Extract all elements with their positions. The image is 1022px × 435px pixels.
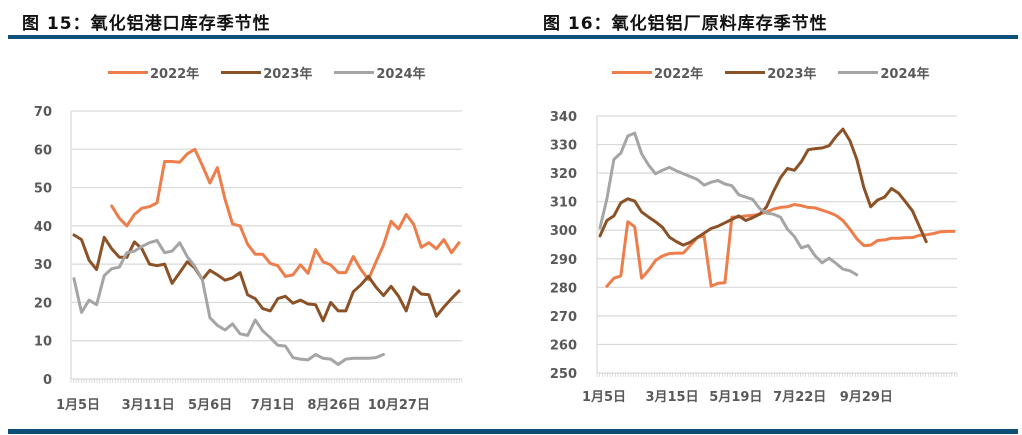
y-tick-label: 20 <box>34 296 52 311</box>
y-tick-label: 280 <box>550 281 577 296</box>
legend-swatch-2023 <box>221 71 262 74</box>
y-tick-label: 340 <box>550 110 577 125</box>
x-tick-label: 5月6日 <box>188 398 232 413</box>
y-tick-label: 290 <box>550 253 577 268</box>
figure-title: 图 15：氧化铝港口库存季节性 <box>22 14 271 34</box>
line-chart: 0 10 20 30 40 50 60 70 1月5日 3月11日 5月6日 7月1日 8月26日 10月… <box>34 105 463 413</box>
y-tick-label: 40 <box>34 220 52 235</box>
y-tick-label: 0 <box>43 373 52 388</box>
legend-label: 2024年 <box>376 67 426 82</box>
series-line-2024年 <box>72 238 385 366</box>
y-tick-label: 330 <box>550 139 577 154</box>
legend-swatch-2022 <box>612 71 652 74</box>
chart-legend: 2022年 2023年 2024年 <box>612 63 930 82</box>
legend-label: 2022年 <box>150 67 200 82</box>
x-tick-label: 7月22日 <box>773 390 826 405</box>
series-line-2023年 <box>598 127 928 247</box>
series-line-2022年 <box>110 147 461 281</box>
y-tick-label: 10 <box>34 335 52 350</box>
legend-label: 2023年 <box>767 67 817 82</box>
x-tick-label: 9月29日 <box>840 390 893 405</box>
y-tick-label: 260 <box>550 338 577 353</box>
line-chart: 250 260 270 280 290 300 310 320 330 340 1月5日 3月15日 5… <box>550 110 958 405</box>
x-tick-label: 8月26日 <box>307 398 360 413</box>
bottom-divider <box>8 429 511 434</box>
y-tick-label: 300 <box>550 224 577 239</box>
legend-item-2023: 2023年 <box>221 63 312 82</box>
chart-panel-port-inventory: 图 15：氧化铝港口库存季节性 0 10 20 30 40 50 60 70 1月5日 3月11日… <box>8 14 511 434</box>
bottom-divider <box>511 429 1018 434</box>
y-tick-label: 30 <box>34 258 52 273</box>
x-tick-label: 5月19日 <box>709 390 762 405</box>
series-line-2023年 <box>72 233 461 323</box>
y-tick-label: 270 <box>550 310 577 325</box>
figure-title: 图 16：氧化铝铝厂原料库存季节性 <box>543 14 828 34</box>
legend-swatch-2024 <box>838 71 879 74</box>
x-tick-label: 7月1日 <box>251 398 295 413</box>
chart-panel-plant-inventory: 图 16：氧化铝铝厂原料库存季节性 250 260 270 280 290 300 310 3… <box>511 0 1022 435</box>
chart-legend: 2022年 2023年 2024年 <box>108 63 426 82</box>
x-tick-label: 3月15日 <box>645 390 698 405</box>
y-tick-label: 320 <box>550 167 577 182</box>
legend-item-2024: 2024年 <box>838 63 930 82</box>
legend-label: 2024年 <box>880 67 930 82</box>
x-tick-label: 10月27日 <box>368 398 430 413</box>
series-line-2022年 <box>605 203 956 288</box>
series-line-2024年 <box>598 131 859 277</box>
legend-swatch-2024 <box>334 71 375 74</box>
x-tick-label: 3月11日 <box>122 398 175 413</box>
legend-swatch-2022 <box>108 71 148 74</box>
legend-item-2023: 2023年 <box>725 63 816 82</box>
legend-item-2022: 2022年 <box>108 63 199 82</box>
legend-item-2022: 2022年 <box>612 63 703 82</box>
legend-label: 2022年 <box>654 67 704 82</box>
legend-item-2024: 2024年 <box>334 63 426 82</box>
y-tick-label: 310 <box>550 196 577 211</box>
x-tick-label: 1月5日 <box>582 390 626 405</box>
legend-label: 2023年 <box>263 67 313 82</box>
x-tick-label: 1月5日 <box>56 398 100 413</box>
y-tick-label: 50 <box>34 182 52 197</box>
title-divider <box>8 35 511 39</box>
title-divider <box>511 35 1018 39</box>
legend-swatch-2023 <box>725 71 766 74</box>
y-tick-label: 250 <box>550 367 577 382</box>
y-tick-label: 60 <box>34 143 52 158</box>
y-tick-label: 70 <box>34 105 52 120</box>
